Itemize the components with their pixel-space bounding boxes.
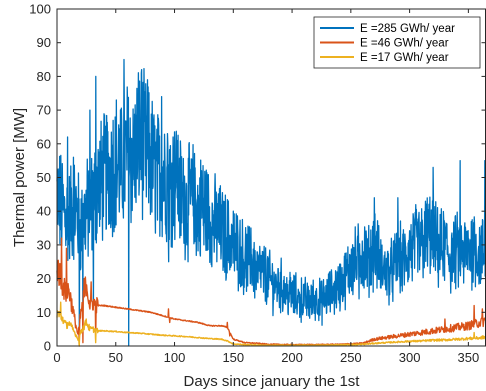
- y-tick-label: 10: [37, 305, 51, 320]
- x-axis-label: Days since january the 1st: [184, 373, 361, 390]
- y-tick-label: 40: [37, 204, 51, 219]
- y-tick-label: 50: [37, 170, 51, 185]
- y-tick-label: 20: [37, 271, 51, 286]
- x-tick-label: 100: [164, 350, 186, 365]
- y-tick-label: 90: [37, 35, 51, 50]
- y-tick-label: 0: [44, 339, 51, 354]
- series-layer: [56, 58, 486, 347]
- x-tick-label: 0: [53, 350, 60, 365]
- y-tick-label: 80: [37, 69, 51, 84]
- x-tick-label: 350: [458, 350, 480, 365]
- series-line-1: [56, 58, 486, 347]
- x-tick-label: 50: [109, 350, 123, 365]
- y-axis-label: Thermal power [MW]: [11, 108, 28, 247]
- ticks-layer: 0 50 100 150 200 250 300 350 0 10 20 30 40 50 60 70 80 90…: [29, 2, 486, 365]
- x-tick-label: 150: [222, 350, 244, 365]
- y-tick-label: 30: [37, 237, 51, 252]
- legend-label-3: E =17 GWh/ year: [360, 52, 449, 64]
- y-tick-label: 70: [37, 103, 51, 118]
- x-tick-label: 300: [399, 350, 421, 365]
- x-tick-label: 250: [340, 350, 362, 365]
- series-line-3: [56, 301, 486, 347]
- x-tick-label: 200: [281, 350, 303, 365]
- y-tick-label: 100: [29, 2, 51, 17]
- legend: E =285 GWh/ year E =46 GWh/ year E =17 GWh…: [313, 16, 481, 69]
- y-tick-label: 60: [37, 136, 51, 151]
- legend-label-1: E =285 GWh/ year: [360, 23, 455, 35]
- legend-label-2: E =46 GWh/ year: [360, 38, 449, 50]
- series-line-2: [56, 237, 486, 347]
